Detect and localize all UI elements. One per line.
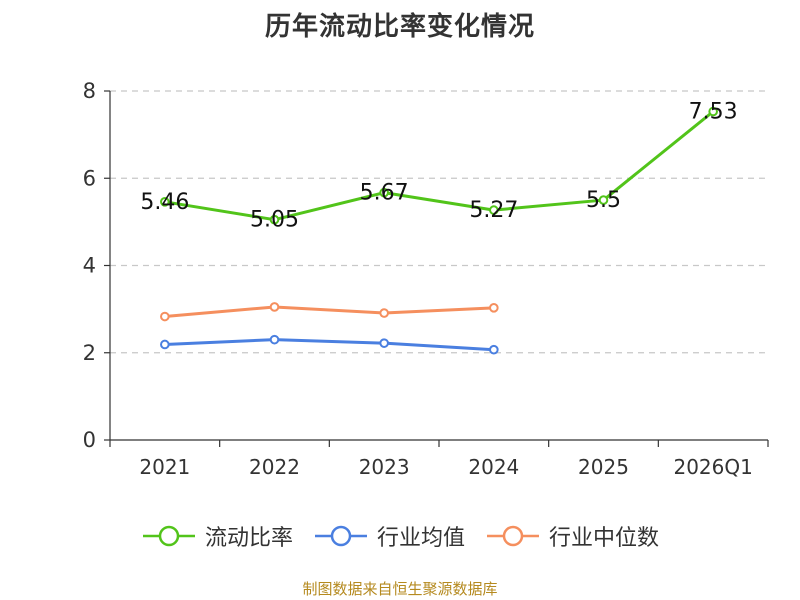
legend-item[interactable]: 流动比率 <box>141 520 293 552</box>
data-point <box>379 308 389 318</box>
legend-label: 行业中位数 <box>549 526 660 551</box>
legend-label: 行业均值 <box>376 526 465 551</box>
y-tick-label: 2 <box>83 341 96 365</box>
x-tick-label: 2022 <box>249 455 300 479</box>
data-label: 7.53 <box>689 100 738 125</box>
legend-swatch-marker <box>158 525 180 547</box>
data-point <box>269 302 280 312</box>
data-label: 5.5 <box>586 188 621 213</box>
legend-label: 流动比率 <box>204 526 293 551</box>
data-label: 5.46 <box>140 190 189 215</box>
legend-swatch-marker <box>330 525 352 547</box>
legend-swatch-marker <box>502 525 524 547</box>
data-point <box>269 334 280 345</box>
data-label: 5.27 <box>469 198 518 223</box>
legend-swatch <box>314 525 367 547</box>
source-note: 制图数据来自恒生聚源数据库 <box>302 580 498 598</box>
data-point <box>489 344 499 355</box>
series-layer <box>160 106 718 355</box>
data-point <box>379 338 389 348</box>
data-point <box>708 106 718 117</box>
x-tick-label: 2023 <box>359 455 410 479</box>
legend-item[interactable]: 行业均值 <box>313 520 465 552</box>
x-tick-label: 2021 <box>139 455 190 479</box>
y-tick-label: 8 <box>83 79 96 103</box>
data-label: 5.67 <box>360 181 409 206</box>
data-point <box>379 187 389 198</box>
axis-layer: 0 2 4 6 8 2021 2022 2023 2024 2025 2026Q1 <box>83 79 769 479</box>
chart-title: 历年流动比率变化情况 <box>264 12 535 42</box>
legend-item[interactable]: 行业中位数 <box>485 520 659 552</box>
x-tick-label: 2025 <box>578 455 629 479</box>
data-point <box>269 214 280 225</box>
series-line-1 <box>164 338 494 352</box>
series-line-2 <box>164 305 494 319</box>
legend-swatch <box>142 525 195 547</box>
data-point <box>160 197 170 207</box>
y-tick-label: 6 <box>83 166 96 190</box>
data-point <box>489 205 499 215</box>
data-point <box>598 195 609 205</box>
data-point <box>160 339 170 350</box>
y-tick-label: 4 <box>83 254 96 278</box>
legend-swatch <box>487 525 539 547</box>
x-tick-label: 2026Q1 <box>673 455 752 479</box>
legend: 流动比率 行业均值 行业中位数 <box>0 520 800 552</box>
data-point <box>489 303 499 313</box>
x-tick-label: 2024 <box>468 455 519 479</box>
data-point <box>160 311 170 322</box>
label-layer: 5.46 5.05 5.67 5.27 5.5 7.53 <box>140 100 737 233</box>
y-tick-label: 0 <box>83 428 96 452</box>
data-label: 5.05 <box>250 208 299 233</box>
series-line-0 <box>164 110 715 222</box>
